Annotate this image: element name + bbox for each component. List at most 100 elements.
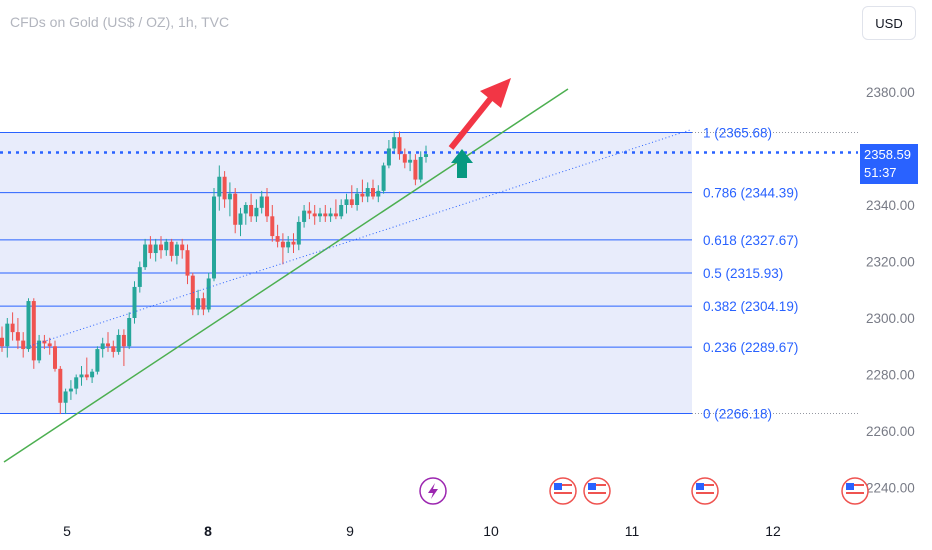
time-tick-label: 5 xyxy=(63,523,71,539)
candle xyxy=(254,199,259,222)
candle xyxy=(376,185,381,203)
candle xyxy=(349,185,354,208)
us-flag-stripe xyxy=(554,484,572,486)
drawings[interactable] xyxy=(0,78,858,463)
last-price-value: 2358.59 xyxy=(864,147,911,162)
candle xyxy=(402,148,407,169)
candle xyxy=(227,182,232,217)
candle xyxy=(164,238,169,256)
us-flag-stripe xyxy=(696,488,714,490)
candle-body xyxy=(302,210,307,222)
currency-button[interactable]: USD xyxy=(862,6,916,40)
candle xyxy=(0,326,4,352)
us-flag-stripe xyxy=(696,496,714,498)
candle-body xyxy=(37,340,42,361)
candle xyxy=(31,298,36,369)
time-tick-label: 11 xyxy=(625,523,640,539)
time-tick-label: 9 xyxy=(346,523,354,539)
candle xyxy=(365,182,370,203)
us-flag-ring xyxy=(841,477,869,505)
candle-body xyxy=(312,213,317,217)
red-arrow-head[interactable] xyxy=(480,78,511,108)
candle-body xyxy=(100,343,105,350)
candle xyxy=(392,131,397,155)
candle xyxy=(5,318,10,358)
candle-body xyxy=(254,207,259,217)
candle-body xyxy=(265,196,269,217)
price-tick-label: 2240.00 xyxy=(866,481,915,496)
candle xyxy=(47,337,52,355)
candle-body xyxy=(227,193,232,200)
candle-body xyxy=(53,346,57,369)
price-tick-label: 2300.00 xyxy=(866,311,915,326)
candle-body xyxy=(164,241,169,251)
us-flag-stripe xyxy=(846,492,864,494)
candle xyxy=(280,233,285,265)
candle-body xyxy=(63,391,68,403)
candle-body xyxy=(159,244,163,251)
candle xyxy=(185,244,190,285)
candle xyxy=(307,202,312,220)
us-flag-icon[interactable] xyxy=(549,477,577,505)
candle-body xyxy=(222,176,227,200)
us-flag-ring xyxy=(549,477,577,505)
candle xyxy=(201,292,206,316)
candle-body xyxy=(259,196,264,208)
candle xyxy=(328,207,333,222)
candle-body xyxy=(413,159,418,180)
candle-body xyxy=(418,156,423,180)
fib-level-label: 0.236 (2289.67) xyxy=(703,340,798,355)
candle xyxy=(386,140,391,169)
green-arrow[interactable] xyxy=(451,149,473,178)
candle xyxy=(153,238,158,262)
candle-body xyxy=(174,244,179,256)
candle xyxy=(84,357,89,381)
candle xyxy=(100,337,105,358)
candle-body xyxy=(376,190,381,197)
bar-countdown: 51:37 xyxy=(864,165,897,180)
candle-body xyxy=(323,213,328,217)
candle xyxy=(275,224,280,248)
us-flag-stripe xyxy=(588,492,606,494)
time-axis[interactable]: 5 8 9 10 11 12 xyxy=(63,523,781,539)
candle-body xyxy=(360,193,365,197)
flash-icon[interactable] xyxy=(419,477,447,505)
us-flag-canton xyxy=(554,483,562,490)
candle-body xyxy=(58,368,63,403)
dotted-trendline[interactable] xyxy=(29,129,691,347)
candle xyxy=(265,188,269,222)
candle xyxy=(381,162,386,194)
candle xyxy=(212,188,216,282)
us-flag-icon[interactable] xyxy=(691,477,719,505)
candle xyxy=(15,318,20,350)
candle-body xyxy=(31,301,36,361)
candle-body xyxy=(127,318,132,347)
time-tick-label: 10 xyxy=(483,523,499,539)
candle xyxy=(26,298,31,352)
fib-retracement[interactable]: 0 (2266.18) 0.236 (2289.67) 0.382 (2304.19… xyxy=(0,125,858,422)
candle xyxy=(418,151,423,183)
red-arrow-shaft[interactable] xyxy=(448,96,494,150)
us-flag-icon[interactable] xyxy=(583,477,611,505)
candle xyxy=(121,329,126,367)
trendline[interactable] xyxy=(3,88,569,463)
candle xyxy=(10,312,15,341)
us-flag-stripe xyxy=(588,484,606,486)
events-row[interactable] xyxy=(419,477,869,505)
candle-body xyxy=(116,334,121,352)
candle-body xyxy=(339,205,344,217)
candle xyxy=(174,241,179,265)
time-tick-label: 12 xyxy=(765,523,781,539)
candle-body xyxy=(26,301,31,350)
candle xyxy=(132,281,137,324)
us-flag-icon[interactable] xyxy=(841,477,869,505)
candle-body xyxy=(196,298,201,310)
us-flag-stripe xyxy=(696,492,714,494)
symbol-title[interactable]: CFDs on Gold (US$ / OZ), 1h, TVC xyxy=(10,14,230,30)
candle-body xyxy=(270,216,275,237)
candle-body xyxy=(79,374,84,378)
candle-body xyxy=(392,137,397,149)
flash-icon-bolt xyxy=(428,483,438,499)
